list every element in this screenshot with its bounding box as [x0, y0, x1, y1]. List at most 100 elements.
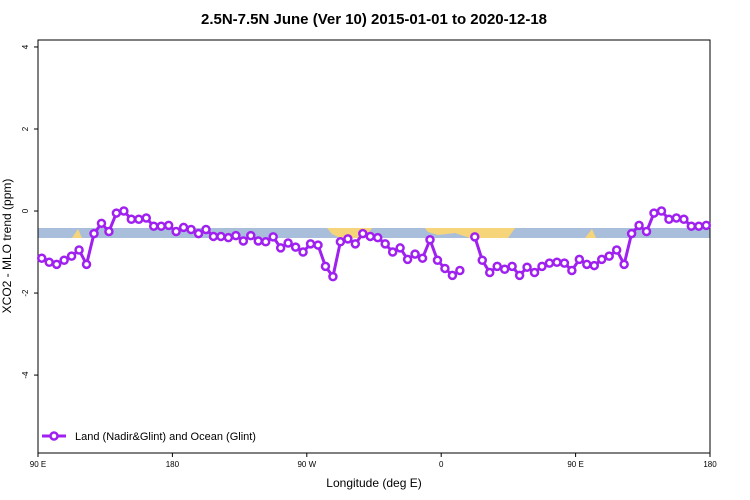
y-tick-label: 0	[21, 208, 30, 213]
data-point	[104, 226, 114, 237]
data-point	[44, 257, 54, 268]
data-point	[574, 254, 585, 265]
data-point	[507, 261, 517, 272]
data-point	[686, 221, 697, 231]
legend-label: Land (Nadir&Glint) and Ocean (Glint)	[75, 431, 256, 443]
data-point	[335, 237, 346, 247]
data-point	[477, 255, 488, 265]
y-axis-label: XCO2 - MLO trend (ppm)	[0, 179, 14, 314]
data-point	[611, 245, 622, 255]
data-point	[320, 261, 331, 272]
data-point	[671, 213, 682, 223]
data-point	[455, 265, 465, 276]
data-point	[275, 243, 286, 253]
data-point	[216, 231, 226, 242]
x-tick-label: 90 E	[30, 460, 46, 469]
data-point	[484, 267, 495, 278]
land-asia	[72, 229, 82, 238]
data-point	[298, 247, 308, 257]
data-point	[514, 270, 525, 281]
x-tick-label: 90 E	[567, 460, 583, 469]
data-point	[111, 208, 122, 218]
data-point	[126, 214, 137, 224]
data-point	[238, 236, 249, 246]
data-point	[567, 265, 577, 276]
data-point	[380, 239, 390, 249]
x-tick-label: 180	[703, 460, 717, 469]
data-point	[410, 249, 420, 259]
data-point	[372, 232, 383, 243]
data-point	[559, 258, 570, 268]
data-point	[313, 240, 323, 250]
data-point	[641, 226, 652, 237]
data-point	[522, 262, 532, 272]
data-point	[649, 208, 659, 218]
data-point	[425, 234, 435, 245]
y-tick-label: 4	[21, 44, 30, 49]
land-africa	[425, 228, 515, 238]
data-point	[529, 267, 540, 278]
data-point	[201, 224, 211, 235]
data-point	[552, 257, 562, 268]
data-point	[358, 228, 368, 239]
data-point	[51, 259, 62, 270]
data-point	[387, 247, 398, 257]
data-point	[582, 259, 592, 270]
chart-title: 2.5N-7.5N June (Ver 10) 2015-01-01 to 20…	[201, 11, 547, 28]
data-point	[305, 239, 316, 249]
data-point	[290, 242, 301, 252]
data-point	[178, 222, 189, 233]
y-tick-label: -4	[21, 371, 30, 379]
y-tick-label: 2	[21, 126, 30, 131]
data-point	[134, 214, 144, 224]
x-tick-label: 90 W	[297, 460, 316, 469]
data-point	[119, 206, 129, 216]
data-point	[402, 254, 413, 265]
data-point	[656, 206, 667, 216]
data-point	[283, 238, 293, 248]
x-tick-label: 180	[166, 460, 180, 469]
data-point	[350, 239, 361, 249]
data-point	[432, 255, 443, 265]
data-point	[59, 255, 69, 265]
data-point	[208, 231, 219, 242]
legend: Land (Nadir&Glint) and Ocean (Glint)	[42, 431, 256, 443]
data-point	[231, 230, 241, 241]
data-point	[343, 234, 353, 244]
data-point	[328, 271, 338, 282]
data-point	[246, 230, 256, 241]
plot-frame	[37, 39, 711, 454]
data-point	[589, 260, 600, 271]
data-point	[634, 220, 644, 231]
data-point	[596, 254, 607, 265]
data-point	[223, 232, 234, 243]
data-point	[163, 220, 174, 231]
data-point	[81, 259, 92, 270]
data-point	[395, 243, 405, 253]
ocean-band	[38, 228, 710, 238]
data-point	[492, 261, 502, 272]
series	[36, 206, 712, 282]
data-point	[544, 258, 555, 268]
data-point	[626, 228, 637, 239]
legend-marker	[49, 431, 59, 441]
data-point	[260, 237, 271, 247]
land-asia	[585, 229, 596, 238]
data-point	[141, 213, 152, 223]
data-point	[604, 251, 614, 261]
data-point	[619, 259, 629, 270]
data-point	[499, 264, 510, 275]
data-point	[440, 263, 450, 274]
data-point	[89, 228, 99, 239]
data-point	[694, 221, 704, 231]
data-point	[268, 232, 278, 242]
data-point	[74, 245, 84, 255]
data-point	[193, 228, 204, 239]
data-point	[148, 221, 159, 231]
data-point	[96, 218, 107, 229]
data-point	[171, 226, 181, 237]
x-tick-label: 0	[439, 460, 444, 469]
data-point	[470, 232, 480, 242]
data-point	[186, 224, 196, 235]
